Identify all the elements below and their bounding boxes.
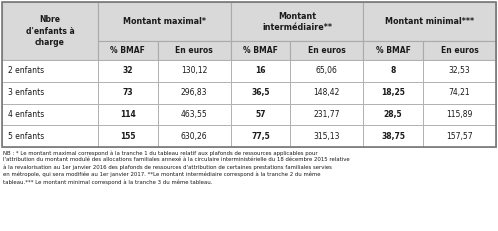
Bar [231, 2, 364, 41]
Text: Nbre
d'enfants à
charge: Nbre d'enfants à charge [26, 15, 74, 47]
Bar [98, 82, 157, 103]
Text: 3 enfants: 3 enfants [8, 88, 44, 97]
Text: Montant maximal*: Montant maximal* [123, 17, 206, 26]
Text: 74,21: 74,21 [449, 88, 470, 97]
Text: 38,75: 38,75 [381, 132, 405, 141]
Text: 630,26: 630,26 [181, 132, 208, 141]
Text: 115,89: 115,89 [446, 110, 473, 119]
Bar [231, 103, 290, 125]
Bar [231, 125, 290, 147]
Bar [364, 41, 423, 60]
Bar [364, 125, 423, 147]
Bar [290, 125, 364, 147]
Bar [157, 41, 231, 60]
Text: Montant minimal***: Montant minimal*** [385, 17, 474, 26]
Text: 18,25: 18,25 [381, 88, 405, 97]
Bar [364, 60, 423, 82]
Bar [157, 82, 231, 103]
Text: 32: 32 [123, 66, 133, 75]
Text: 315,13: 315,13 [314, 132, 340, 141]
Bar [2, 125, 98, 147]
Text: % BMAF: % BMAF [243, 46, 278, 55]
Bar [423, 82, 496, 103]
Text: 77,5: 77,5 [251, 132, 270, 141]
Bar [290, 103, 364, 125]
Text: 28,5: 28,5 [384, 110, 402, 119]
Text: 36,5: 36,5 [251, 88, 270, 97]
Bar [157, 60, 231, 82]
Text: 2 enfants: 2 enfants [8, 66, 44, 75]
Text: 157,57: 157,57 [446, 132, 473, 141]
Bar [231, 41, 290, 60]
Text: 57: 57 [255, 110, 266, 119]
Bar [98, 103, 157, 125]
Bar [157, 125, 231, 147]
Bar [98, 60, 157, 82]
Text: 463,55: 463,55 [181, 110, 208, 119]
Bar [2, 60, 98, 82]
Bar [364, 2, 496, 41]
Bar [2, 2, 98, 60]
Text: En euros: En euros [308, 46, 346, 55]
Bar [364, 103, 423, 125]
Bar [98, 2, 231, 41]
Bar [423, 60, 496, 82]
Text: 8: 8 [390, 66, 396, 75]
Bar [423, 41, 496, 60]
Text: % BMAF: % BMAF [375, 46, 410, 55]
Bar [231, 82, 290, 103]
Text: 16: 16 [255, 66, 266, 75]
Text: 155: 155 [120, 132, 135, 141]
Bar [98, 125, 157, 147]
Text: % BMAF: % BMAF [111, 46, 145, 55]
Text: 114: 114 [120, 110, 135, 119]
Text: NB : * Le montant maximal correspond à la tranche 1 du tableau relatif aux plafo: NB : * Le montant maximal correspond à l… [3, 150, 350, 185]
Text: En euros: En euros [175, 46, 213, 55]
Bar [423, 103, 496, 125]
Text: 148,42: 148,42 [314, 88, 340, 97]
Bar [423, 125, 496, 147]
Bar [290, 82, 364, 103]
Text: 32,53: 32,53 [449, 66, 470, 75]
Bar [2, 2, 496, 147]
Text: 130,12: 130,12 [181, 66, 207, 75]
Text: 231,77: 231,77 [314, 110, 340, 119]
Bar [290, 60, 364, 82]
Text: 5 enfants: 5 enfants [8, 132, 44, 141]
Bar [231, 60, 290, 82]
Text: 65,06: 65,06 [316, 66, 338, 75]
Bar [2, 103, 98, 125]
Text: Montant
intermédiaire**: Montant intermédiaire** [262, 12, 332, 32]
Text: En euros: En euros [441, 46, 478, 55]
Bar [364, 82, 423, 103]
Bar [98, 41, 157, 60]
Text: 73: 73 [123, 88, 133, 97]
Text: 296,83: 296,83 [181, 88, 207, 97]
Bar [2, 82, 98, 103]
Bar [290, 41, 364, 60]
Bar [157, 103, 231, 125]
Text: 4 enfants: 4 enfants [8, 110, 44, 119]
